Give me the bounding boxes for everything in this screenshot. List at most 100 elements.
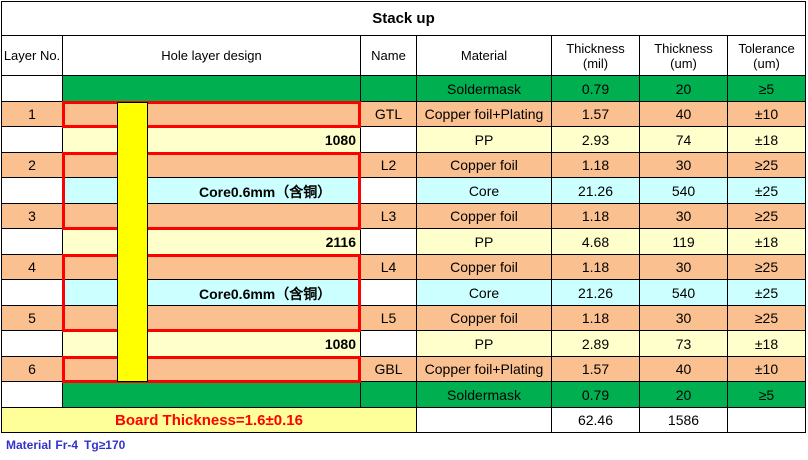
material-note-tg: Tg≥170: [84, 438, 126, 452]
layer-no-cell: 6: [2, 357, 63, 382]
name-cell: [361, 382, 417, 408]
material-cell: PP: [417, 127, 552, 153]
material-cell: PP: [417, 229, 552, 255]
name-cell: L2: [361, 153, 417, 178]
name-cell: GTL: [361, 102, 417, 127]
core-thickness-label: Core0.6mm（含铜）: [199, 286, 332, 302]
material-note: Material Fr-4 Tg≥170: [6, 438, 129, 452]
thickness-um-cell: 40: [640, 357, 728, 382]
name-cell: [361, 229, 417, 255]
material-note-label: Material: [6, 438, 52, 452]
name-cell: [361, 76, 417, 102]
layer-no-cell: 4: [2, 255, 63, 280]
material-cell: Copper foil: [417, 306, 552, 331]
tolerance-cell: ±18: [728, 331, 806, 357]
header-line: (um): [753, 55, 780, 71]
design-cell: [63, 178, 361, 204]
layer-no-cell: [2, 229, 63, 255]
total-mil: 62.46: [552, 408, 640, 433]
material-cell: PP: [417, 331, 552, 357]
header-tolerance: Tolerance (um): [728, 36, 806, 76]
tolerance-cell: ±18: [728, 229, 806, 255]
tolerance-cell: ≥5: [728, 382, 806, 408]
totals-blank: [417, 408, 552, 433]
tolerance-cell: ≥25: [728, 306, 806, 331]
thickness-um-cell: 20: [640, 76, 728, 102]
design-cell: [63, 153, 361, 178]
totals-tolerance-blank: [728, 408, 806, 433]
design-cell: [63, 76, 361, 102]
layer-no-cell: 5: [2, 306, 63, 331]
material-cell: Core: [417, 280, 552, 306]
thickness-mil-cell: 0.79: [552, 76, 640, 102]
header-layer-no: Layer No.: [2, 36, 63, 76]
thickness-um-cell: 540: [640, 178, 728, 204]
material-note-value: Fr-4: [55, 438, 79, 452]
layer-no-cell: 3: [2, 204, 63, 229]
layer-no-cell: [2, 382, 63, 408]
name-cell: [361, 127, 417, 153]
thickness-um-cell: 119: [640, 229, 728, 255]
material-cell: Copper foil: [417, 255, 552, 280]
tolerance-cell: ≥25: [728, 255, 806, 280]
material-cell: Copper foil: [417, 153, 552, 178]
tolerance-cell: ±10: [728, 357, 806, 382]
layer-no-cell: 2: [2, 153, 63, 178]
design-cell: 1080: [63, 127, 361, 153]
layer-no-cell: [2, 178, 63, 204]
layer-no-cell: [2, 280, 63, 306]
header-material: Material: [417, 36, 552, 76]
tolerance-cell: ±10: [728, 102, 806, 127]
thickness-um-cell: 30: [640, 204, 728, 229]
tolerance-cell: ≥25: [728, 204, 806, 229]
header-line: Thickness: [566, 40, 625, 56]
design-cell: 2116: [63, 229, 361, 255]
layer-no-cell: 1: [2, 102, 63, 127]
tolerance-cell: ±25: [728, 280, 806, 306]
thickness-um-cell: 74: [640, 127, 728, 153]
material-cell: Copper foil+Plating: [417, 357, 552, 382]
name-cell: L4: [361, 255, 417, 280]
thickness-mil-cell: 21.26: [552, 178, 640, 204]
thickness-mil-cell: 4.68: [552, 229, 640, 255]
design-cell: [63, 102, 361, 127]
design-cell: [63, 255, 361, 280]
thickness-mil-cell: 0.79: [552, 382, 640, 408]
thickness-mil-cell: 1.18: [552, 255, 640, 280]
layer-no-cell: [2, 76, 63, 102]
thickness-um-cell: 30: [640, 153, 728, 178]
tolerance-cell: ±18: [728, 127, 806, 153]
name-cell: GBL: [361, 357, 417, 382]
header-line: Tolerance: [738, 40, 795, 56]
tolerance-cell: ±25: [728, 178, 806, 204]
design-cell: [63, 357, 361, 382]
table-title: Stack up: [2, 2, 806, 36]
name-cell: [361, 331, 417, 357]
header-line: (um): [670, 55, 697, 71]
name-cell: L5: [361, 306, 417, 331]
material-cell: Copper foil+Plating: [417, 102, 552, 127]
name-cell: L3: [361, 204, 417, 229]
header-thickness-mil: Thickness (mil): [552, 36, 640, 76]
thickness-mil-cell: 21.26: [552, 280, 640, 306]
name-cell: [361, 178, 417, 204]
core-thickness-label: Core0.6mm（含铜）: [199, 184, 332, 200]
thickness-mil-cell: 1.57: [552, 102, 640, 127]
total-um: 1586: [640, 408, 728, 433]
board-thickness: Board Thickness=1.6±0.16: [2, 408, 417, 433]
design-cell: [63, 306, 361, 331]
header-line: (mil): [582, 55, 609, 71]
thickness-mil-cell: 1.18: [552, 153, 640, 178]
name-cell: [361, 280, 417, 306]
thickness-mil-cell: 1.57: [552, 357, 640, 382]
thickness-mil-cell: 2.89: [552, 331, 640, 357]
thickness-um-cell: 30: [640, 306, 728, 331]
layer-no-cell: [2, 127, 63, 153]
material-cell: Soldermask: [417, 382, 552, 408]
plated-via-bar: [117, 102, 148, 382]
thickness-um-cell: 73: [640, 331, 728, 357]
thickness-um-cell: 540: [640, 280, 728, 306]
design-cell: [63, 280, 361, 306]
thickness-mil-cell: 2.93: [552, 127, 640, 153]
design-cell: [63, 382, 361, 408]
